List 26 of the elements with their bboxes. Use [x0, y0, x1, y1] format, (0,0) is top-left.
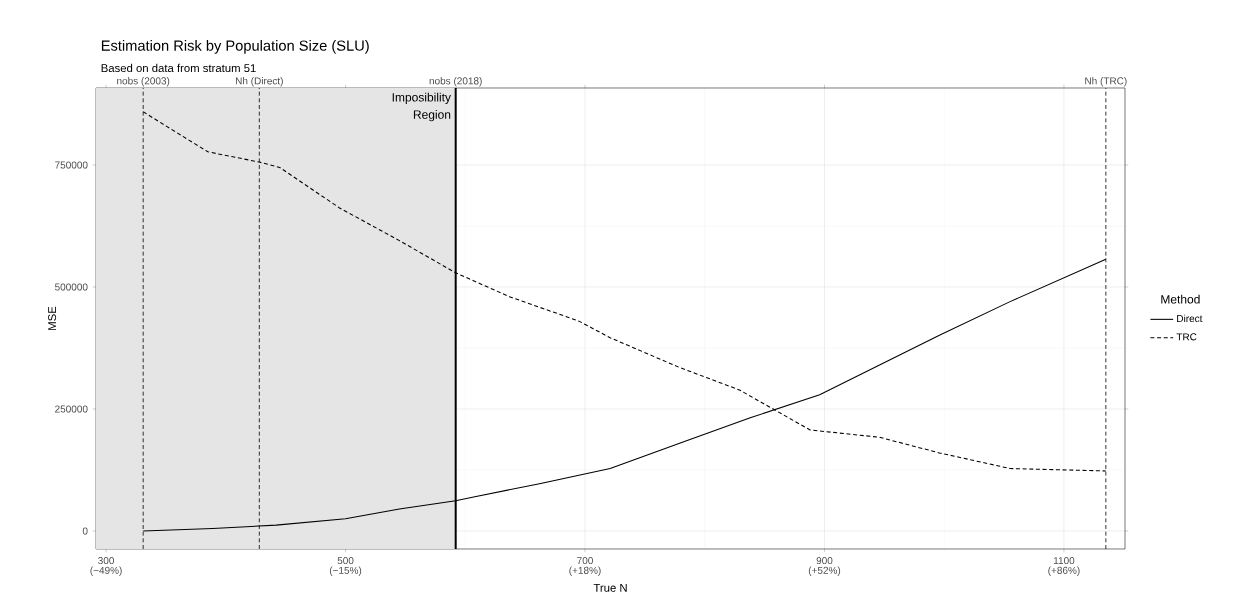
x-tick-label: 700 — [577, 557, 593, 565]
text: (−49%) — [90, 566, 122, 576]
x-tick-label: 1100 — [1053, 557, 1075, 565]
x-tick-label: 300 — [98, 557, 115, 565]
chart-subtitle: Based on data from stratum 51 — [101, 63, 256, 73]
text: (+86%) — [1048, 566, 1080, 576]
annotation: Imposibility Region — [392, 92, 451, 122]
legend-title: Method — [1161, 294, 1200, 304]
ref-line-label: nobs (2018) — [429, 77, 482, 87]
chart-title: Estimation Risk by Population Size (SLU) — [101, 40, 369, 54]
y-tick-label: 500000 — [55, 283, 88, 291]
ref-line-label: Nh (TRC) — [1085, 77, 1127, 87]
y-tick-label: 250000 — [55, 405, 88, 413]
legend-label: Direct — [1177, 314, 1203, 323]
legend-label: TRC — [1176, 333, 1197, 341]
x-tick-label: 500 — [337, 557, 354, 565]
y-tick-label: 0 — [82, 527, 88, 535]
ref-line-label: Nh (Direct) — [235, 77, 283, 87]
y-tick-label: 750000 — [55, 161, 88, 169]
x-axis-title: True N — [593, 583, 627, 592]
text: (+52%) — [808, 566, 841, 576]
y-axis-title: MSE — [48, 306, 57, 330]
x-tick-label: 900 — [816, 557, 833, 565]
ref-line-label: nobs (2003) — [117, 77, 170, 87]
text: (+18%) — [569, 566, 601, 576]
text: (−15%) — [329, 566, 362, 576]
